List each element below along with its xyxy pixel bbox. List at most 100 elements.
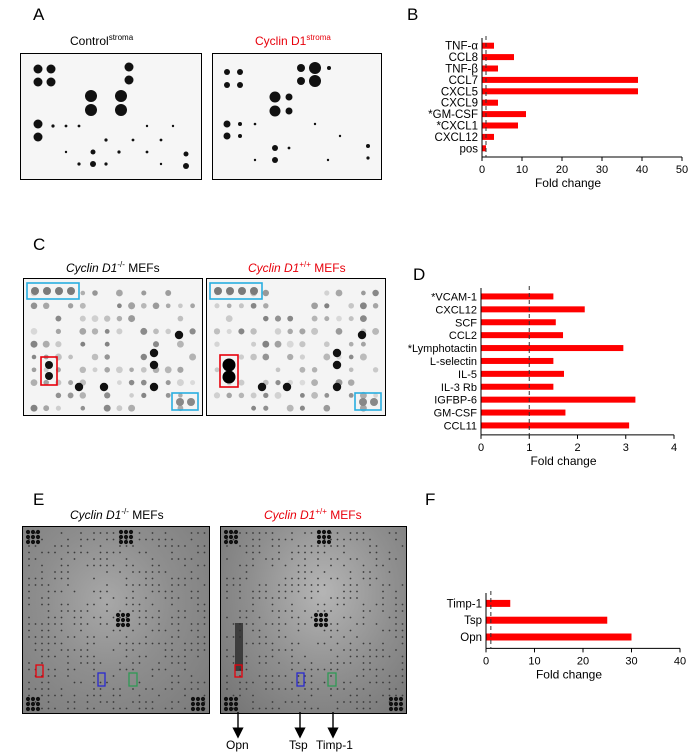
panel-c-left-blot-spots (26, 282, 199, 412)
x-tick-label-b-4: 40 (636, 164, 648, 176)
panel-e-left-gene: Cyclin D1 (70, 508, 122, 522)
green-box (128, 672, 138, 687)
bar-b-4 (482, 88, 638, 95)
x-tick-label-d-3: 3 (623, 442, 629, 454)
blue-box (97, 672, 106, 687)
panel-c-left-gene: Cyclin D1 (66, 261, 118, 275)
bar-b-0 (482, 42, 494, 49)
panel-a-right-title-main: Cyclin D1 (255, 34, 307, 48)
bar-b-8 (482, 133, 494, 140)
category-label-b-9: pos (459, 143, 478, 155)
category-label-b-6: *GM-CSF (428, 109, 478, 121)
cyan-box (354, 392, 382, 411)
bar-b-2 (482, 65, 498, 72)
category-label-b-4: CXCL5 (441, 86, 478, 98)
category-label-b-8: CXCL12 (435, 132, 478, 144)
panel-c-right-title: Cyclin D1+/+ MEFs (248, 260, 346, 275)
cyan-box (26, 282, 80, 300)
x-tick-label-d-2: 2 (574, 442, 580, 454)
bar-f-1 (486, 616, 608, 624)
bar-d-0 (481, 293, 554, 300)
panel-e-right-sup: +/+ (315, 507, 327, 516)
panel-e-left-sup: -/- (121, 507, 129, 516)
x-tick-label-f-4: 40 (674, 655, 686, 667)
green-box (327, 672, 337, 687)
category-label-f-1: Tsp (464, 615, 482, 627)
x-tick-label-f-3: 30 (625, 655, 637, 667)
panel-a-left-title-sup: stroma (108, 33, 134, 42)
x-axis-label-f: Fold change (536, 667, 602, 681)
panel-e-right-gene: Cyclin D1 (264, 508, 316, 522)
red-box (234, 664, 243, 678)
bar-b-3 (482, 76, 638, 83)
x-tick-label-d-0: 0 (478, 442, 484, 454)
panel-e-left-title: Cyclin D1-/- MEFs (70, 507, 164, 522)
tsp-arrow-label: Tsp (289, 738, 308, 752)
category-label-b-0: TNF-α (445, 41, 478, 53)
category-label-d-5: L-selectin (430, 356, 477, 368)
red-box (40, 356, 58, 386)
bar-d-5 (481, 357, 554, 364)
category-label-b-5: CXCL9 (441, 98, 478, 110)
panel-e-right-blot-spots (223, 529, 404, 712)
panel-a-right-title-sup: stroma (306, 33, 331, 42)
category-label-b-3: CCL7 (449, 75, 478, 87)
bar-d-8 (481, 396, 636, 403)
category-label-d-10: CCL11 (444, 420, 477, 432)
panel-c-right-blot (206, 278, 386, 416)
panel-e-right-blot (220, 526, 407, 714)
category-label-d-9: GM-CSF (434, 408, 478, 420)
bar-d-6 (481, 370, 564, 377)
panel-c-left-blot (23, 278, 203, 416)
bar-b-6 (482, 111, 526, 118)
panel-a-left-title: Controlstroma (70, 33, 133, 48)
cyan-box (209, 282, 263, 300)
panel-e-left-blot-spots (25, 529, 206, 712)
category-label-d-1: CXCL12 (435, 304, 477, 316)
panel-c-right-blot-spots (209, 282, 382, 412)
category-label-f-0: Timp-1 (447, 598, 482, 610)
panel-c-letter: C (33, 235, 46, 254)
panel-c-left-title: Cyclin D1-/- MEFs (66, 260, 160, 275)
category-label-d-7: IL-3 Rb (441, 382, 477, 394)
bar-d-2 (481, 319, 556, 326)
cyan-box (171, 392, 199, 411)
panel-c-right-gene: Cyclin D1 (248, 261, 300, 275)
bar-d-3 (481, 332, 564, 339)
category-label-b-7: *CXCL1 (436, 121, 478, 133)
panel-f-letter: F (425, 490, 436, 509)
x-axis-label-d: Fold change (530, 454, 596, 468)
category-label-d-3: CCL2 (449, 330, 477, 342)
panel-e-left-blot (22, 526, 210, 714)
panel-c-left-suffix: MEFs (124, 261, 160, 275)
blue-box (296, 672, 305, 687)
opn-arrow-label: Opn (226, 738, 249, 752)
bar-d-9 (481, 409, 566, 416)
category-label-d-8: IGFBP-6 (434, 395, 477, 407)
timp1-arrow-label: Timp-1 (316, 738, 353, 752)
x-tick-label-f-1: 10 (528, 655, 540, 667)
bar-b-5 (482, 99, 498, 106)
bar-f-2 (486, 633, 632, 641)
bar-b-7 (482, 122, 518, 129)
panel-a-left-title-main: Control (70, 34, 109, 48)
panel-c-left-sup: -/- (117, 260, 125, 269)
x-tick-label-b-2: 20 (556, 164, 568, 176)
panel-a-letter: A (33, 5, 45, 24)
panel-d-letter: D (413, 265, 426, 284)
bar-b-9 (482, 145, 486, 152)
bar-d-7 (481, 383, 554, 390)
category-label-d-6: IL-5 (458, 369, 477, 381)
bar-d-1 (481, 306, 585, 313)
bar-b-1 (482, 54, 514, 61)
x-tick-label-f-2: 20 (577, 655, 589, 667)
bar-d-4 (481, 345, 624, 352)
panel-e-right-title: Cyclin D1+/+ MEFs (264, 507, 362, 522)
category-label-d-4: *Lymphotactin (408, 343, 477, 355)
category-label-d-0: *VCAM-1 (431, 291, 477, 303)
panel-a-right-blot-spots (223, 62, 370, 163)
x-tick-label-b-0: 0 (479, 164, 485, 176)
category-label-b-2: TNF-β (445, 64, 478, 76)
panel-a-right-blot (212, 53, 382, 180)
red-box (219, 354, 239, 388)
